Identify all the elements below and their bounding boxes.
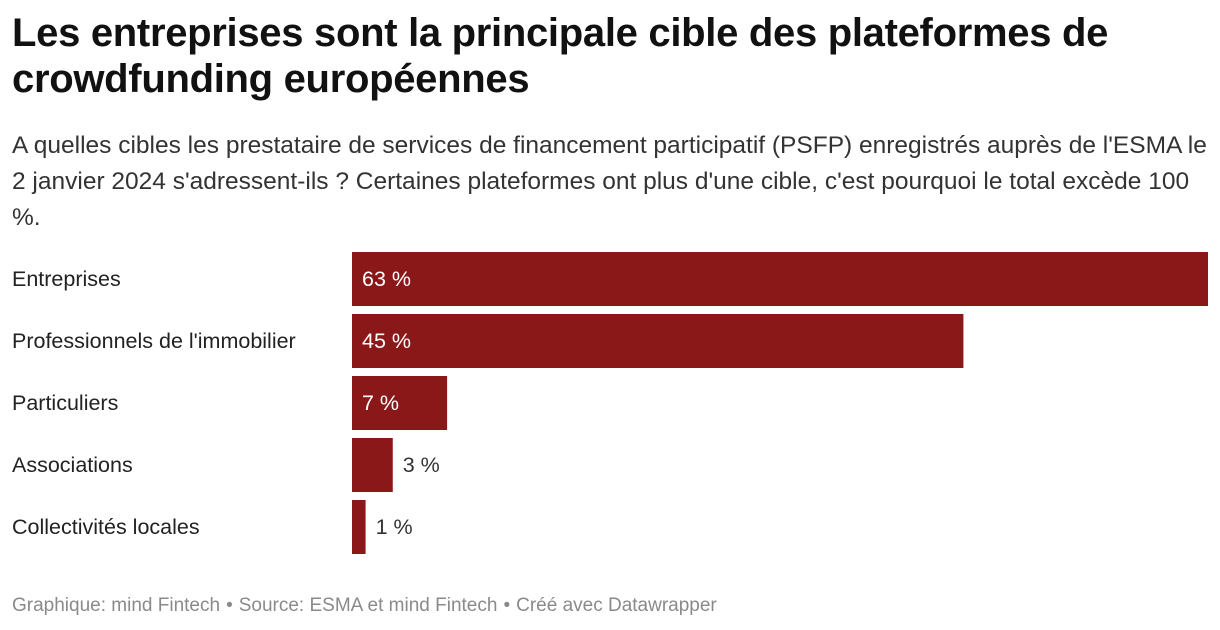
footer-source: Source: ESMA et mind Fintech: [238, 595, 498, 616]
category-label: Associations: [12, 453, 133, 477]
value-label: 7 %: [362, 391, 399, 415]
category-label: Entreprises: [12, 267, 121, 291]
chart-title: Les entreprises sont la principale cible…: [12, 11, 1109, 101]
footer-separator: •: [226, 595, 233, 616]
bar: [352, 438, 393, 492]
bar: [352, 500, 366, 554]
category-label: Collectivités locales: [12, 515, 200, 539]
category-label: Professionnels de l'immobilier: [12, 329, 296, 353]
value-label: 63 %: [362, 267, 411, 291]
footer-created-with: Créé avec Datawrapper: [516, 595, 717, 616]
bar: [352, 314, 964, 368]
footer-graphic-credit: Graphique: mind Fintech: [12, 595, 221, 616]
chart-subtitle: A quelles cibles les prestataire de serv…: [12, 132, 1207, 231]
bar: [352, 376, 448, 430]
value-label: 1 %: [376, 515, 413, 539]
chart-footer: Graphique: mind Fintech • Source: ESMA et …: [12, 593, 717, 619]
bar-chart: Entreprises 63 % Professionnels de l'immob…: [12, 252, 1208, 554]
bar: [352, 252, 1208, 306]
value-label: 45 %: [362, 329, 411, 353]
value-label: 3 %: [403, 453, 440, 477]
footer-separator: •: [503, 595, 511, 616]
category-label: Particuliers: [12, 391, 118, 415]
